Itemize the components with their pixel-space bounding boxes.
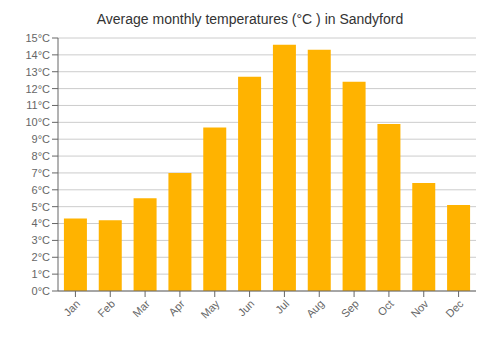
svg-text:4°C: 4°C	[32, 217, 51, 229]
svg-text:14°C: 14°C	[25, 49, 50, 61]
svg-text:Feb: Feb	[95, 297, 117, 319]
svg-text:10°C: 10°C	[25, 116, 50, 128]
svg-text:7°C: 7°C	[32, 167, 51, 179]
svg-text:0°C: 0°C	[32, 285, 51, 297]
svg-text:11°C: 11°C	[26, 99, 50, 111]
svg-text:Nov: Nov	[408, 297, 431, 320]
svg-text:Oct: Oct	[375, 297, 396, 318]
svg-text:1°C: 1°C	[32, 268, 51, 280]
svg-text:9°C: 9°C	[32, 133, 51, 145]
svg-text:2°C: 2°C	[32, 251, 51, 263]
svg-text:Mar: Mar	[130, 297, 152, 319]
svg-text:May: May	[199, 297, 223, 321]
svg-text:15°C: 15°C	[25, 32, 50, 44]
svg-text:Jan: Jan	[61, 297, 82, 318]
svg-text:6°C: 6°C	[32, 184, 51, 196]
svg-text:Sep: Sep	[339, 297, 361, 319]
svg-text:5°C: 5°C	[32, 201, 51, 213]
html-text:Average monthly temperatures (: Average monthly temperatures (°C ) in Sa…	[96, 11, 404, 27]
svg-text:Dec: Dec	[443, 297, 466, 320]
svg-text:Apr: Apr	[166, 297, 187, 318]
svg-text:3°C: 3°C	[32, 234, 51, 246]
svg-text:Jul: Jul	[273, 297, 291, 315]
svg-text:Jun: Jun	[235, 297, 256, 318]
svg-text:13°C: 13°C	[25, 66, 50, 78]
svg-text:Aug: Aug	[304, 297, 326, 319]
svg-text:8°C: 8°C	[32, 150, 51, 162]
svg-text:12°C: 12°C	[25, 83, 50, 95]
